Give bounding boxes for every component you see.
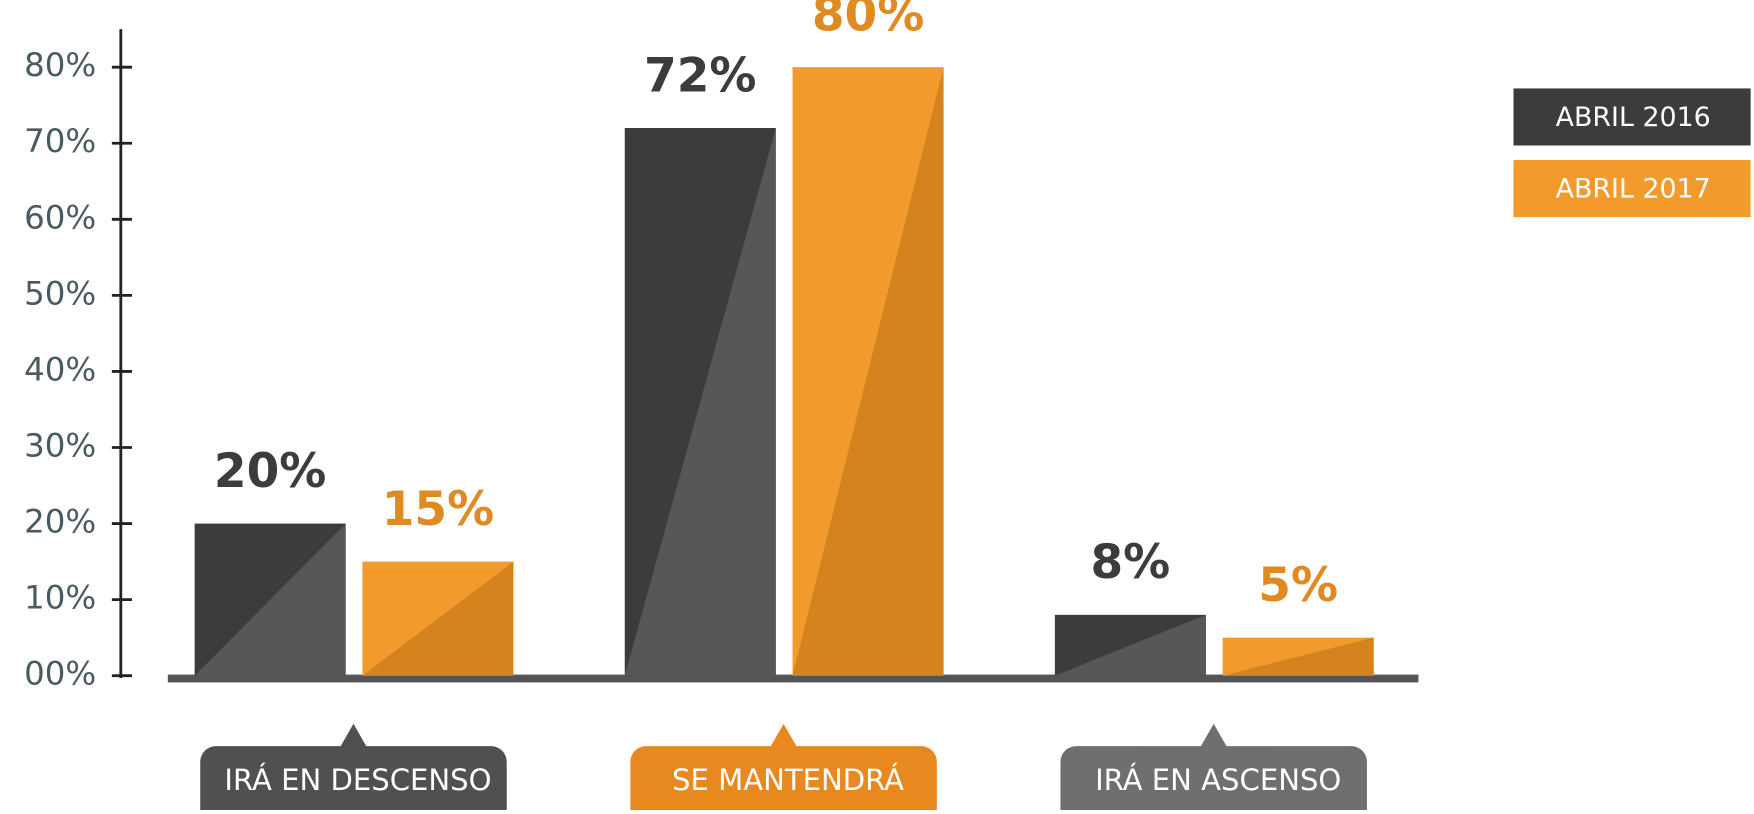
value-label: 80% bbox=[812, 0, 924, 42]
value-label: 8% bbox=[1090, 535, 1170, 590]
callout-pointer bbox=[340, 723, 367, 748]
callout-box bbox=[1060, 746, 1367, 814]
value-label: 15% bbox=[382, 482, 494, 537]
y-tick-label: 60% bbox=[24, 198, 96, 236]
y-tick-label: 20% bbox=[24, 503, 96, 541]
callout-pointer bbox=[1200, 723, 1228, 748]
legend-label: ABRIL 2016 bbox=[1556, 102, 1711, 133]
value-label: 72% bbox=[644, 48, 756, 103]
y-tick-label: 30% bbox=[24, 427, 96, 465]
baseline bbox=[167, 674, 1419, 683]
y-tick-label: 50% bbox=[24, 274, 96, 312]
callout-pointer bbox=[770, 723, 798, 748]
value-label: 5% bbox=[1258, 558, 1338, 613]
value-label: 20% bbox=[214, 444, 326, 499]
x-tick-label: IRÁ EN ASCENSO bbox=[1095, 763, 1341, 797]
callout-box bbox=[630, 746, 937, 814]
y-tick-label: 80% bbox=[24, 46, 96, 84]
x-tick-label: IRÁ EN DESCENSO bbox=[224, 763, 491, 797]
legend-swatch bbox=[1513, 88, 1751, 146]
bar-shade bbox=[792, 67, 944, 676]
x-tick-label: SE MANTENDRÁ bbox=[672, 763, 904, 797]
legend-label: ABRIL 2017 bbox=[1556, 174, 1711, 205]
y-tick-label: 00% bbox=[24, 655, 96, 693]
callout-box bbox=[200, 746, 507, 814]
y-tick-label: 40% bbox=[24, 350, 96, 388]
y-tick-label: 70% bbox=[24, 122, 96, 160]
legend-swatch bbox=[1513, 160, 1751, 218]
y-tick-label: 10% bbox=[24, 579, 96, 617]
